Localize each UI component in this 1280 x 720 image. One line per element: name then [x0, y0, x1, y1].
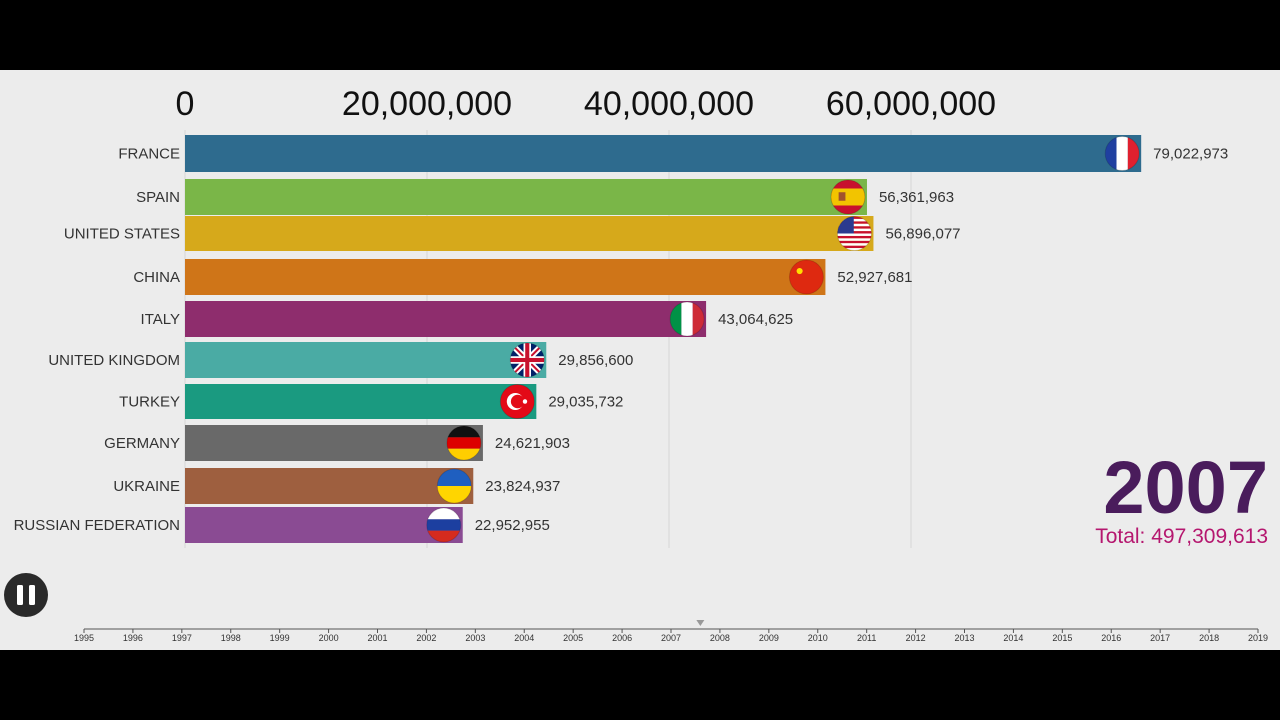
- current-year: 2007: [1103, 446, 1268, 529]
- timeline-year-label: 2000: [319, 633, 339, 643]
- category-label: UNITED KINGDOM: [48, 352, 180, 369]
- bar: [185, 342, 547, 378]
- spain-flag-icon: [830, 179, 866, 215]
- category-label: ITALY: [141, 311, 180, 328]
- timeline-year-label: 2015: [1052, 633, 1072, 643]
- chart-stage: 0 20,000,000 40,000,000 60,000,000 FRANCE 79…: [0, 70, 1280, 650]
- bar-row: CHINA 52,927,681: [133, 259, 913, 295]
- timeline-slider[interactable]: 1995 1996 1997 1998 1999 2000 2001 2002 2003 2004…: [74, 620, 1268, 643]
- bar-row: RUSSIAN FEDERATION 22,952,955: [14, 507, 550, 543]
- category-label: RUSSIAN FEDERATION: [14, 517, 180, 534]
- category-label: CHINA: [133, 269, 180, 286]
- timeline-year-label: 2011: [857, 633, 876, 643]
- value-label: 56,896,077: [885, 226, 960, 243]
- bar: [185, 259, 826, 295]
- russia-flag-icon: [426, 507, 462, 543]
- timeline-year-label: 2018: [1199, 633, 1219, 643]
- timeline-year-label: 2009: [759, 633, 779, 643]
- timeline-handle[interactable]: [696, 620, 705, 626]
- bar-row: SPAIN 56,361,963: [136, 179, 954, 215]
- value-label: 52,927,681: [837, 269, 912, 286]
- value-label: 29,856,600: [558, 352, 633, 369]
- timeline-year-label: 1995: [74, 633, 94, 643]
- x-axis-labels: 0 20,000,000 40,000,000 60,000,000: [176, 85, 997, 123]
- timeline-year-label: 2002: [416, 633, 436, 643]
- timeline-year-label: 2003: [465, 633, 485, 643]
- timeline-year-label: 2005: [563, 633, 583, 643]
- bar-row: UNITED KINGDOM 29,856,600: [48, 342, 633, 378]
- bar: [185, 301, 707, 337]
- bar: [185, 135, 1142, 172]
- x-tick-label: 60,000,000: [826, 85, 996, 123]
- bar-row: UKRAINE 23,824,937: [113, 468, 560, 504]
- pause-icon: [4, 573, 48, 617]
- timeline-year-label: 2006: [612, 633, 632, 643]
- timeline-year-label: 2013: [954, 633, 974, 643]
- bar-chart-race: 0 20,000,000 40,000,000 60,000,000 FRANCE 79…: [4, 85, 1268, 643]
- x-tick-label: 20,000,000: [342, 85, 512, 123]
- germany-flag-icon: [446, 425, 482, 461]
- category-label: UKRAINE: [113, 478, 180, 495]
- bar: [185, 384, 537, 419]
- timeline-year-label: 2014: [1003, 633, 1023, 643]
- timeline-year-label: 2017: [1150, 633, 1170, 643]
- bar-row: FRANCE 79,022,973: [118, 135, 1228, 172]
- value-label: 23,824,937: [485, 478, 560, 495]
- bar-row: GERMANY 24,621,903: [104, 425, 570, 461]
- value-label: 43,064,625: [718, 311, 793, 328]
- x-tick-label: 0: [176, 85, 195, 123]
- bars: FRANCE 79,022,973 SPAIN 56,361,963 UNITED ST…: [14, 135, 1228, 543]
- bar-row: TURKEY 29,035,732: [119, 384, 623, 419]
- bar-row: ITALY 43,064,625: [141, 301, 793, 337]
- ukraine-flag-icon: [436, 468, 472, 504]
- category-label: FRANCE: [118, 146, 180, 163]
- category-label: GERMANY: [104, 435, 180, 452]
- bar: [185, 425, 483, 461]
- bar: [185, 179, 867, 215]
- china-flag-icon: [788, 259, 824, 295]
- timeline-year-label: 2016: [1101, 633, 1121, 643]
- timeline-year-label: 2008: [710, 633, 730, 643]
- value-label: 22,952,955: [475, 517, 550, 534]
- bar: [185, 216, 874, 251]
- category-label: SPAIN: [136, 189, 180, 206]
- bar-row: UNITED STATES 56,896,077: [64, 216, 961, 251]
- bar: [185, 507, 463, 543]
- pause-bar-left: [17, 585, 23, 605]
- usa-flag-icon: [836, 216, 872, 251]
- uk-flag-icon: [509, 342, 545, 378]
- category-label: UNITED STATES: [64, 226, 180, 243]
- category-label: TURKEY: [119, 394, 180, 411]
- value-label: 79,022,973: [1153, 146, 1228, 163]
- france-flag-icon: [1104, 136, 1140, 171]
- x-tick-label: 40,000,000: [584, 85, 754, 123]
- value-label: 29,035,732: [548, 394, 623, 411]
- pause-button[interactable]: [4, 573, 48, 617]
- timeline-year-label: 2007: [661, 633, 681, 643]
- timeline-year-label: 2019: [1248, 633, 1268, 643]
- value-label: 56,361,963: [879, 189, 954, 206]
- timeline-year-label: 2010: [808, 633, 828, 643]
- pause-bar-right: [29, 585, 35, 605]
- bar: [185, 468, 474, 504]
- timeline-year-label: 1998: [221, 633, 241, 643]
- italy-flag-icon: [669, 301, 705, 337]
- timeline-year-label: 2012: [906, 633, 926, 643]
- timeline-year-label: 1997: [172, 633, 192, 643]
- value-label: 24,621,903: [495, 435, 570, 452]
- turkey-flag-icon: [499, 384, 535, 419]
- timeline-year-label: 2004: [514, 633, 534, 643]
- timeline-year-label: 1999: [270, 633, 290, 643]
- timeline-year-label: 1996: [123, 633, 143, 643]
- total-label: Total: 497,309,613: [1095, 525, 1268, 548]
- timeline-year-label: 2001: [367, 633, 387, 643]
